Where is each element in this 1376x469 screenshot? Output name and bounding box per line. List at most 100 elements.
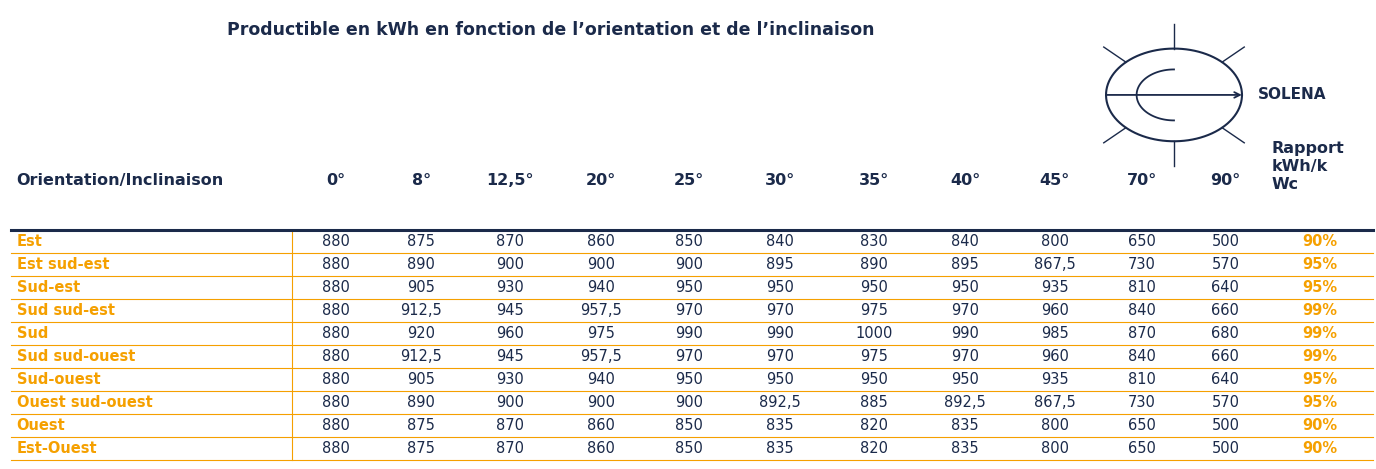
Text: 950: 950: [860, 372, 888, 386]
Text: 950: 950: [860, 280, 888, 295]
Text: Sud sud-ouest: Sud sud-ouest: [17, 349, 135, 363]
Text: 640: 640: [1211, 372, 1240, 386]
Text: 970: 970: [951, 349, 980, 363]
Text: 880: 880: [322, 234, 350, 249]
Text: 810: 810: [1128, 372, 1156, 386]
Text: 880: 880: [322, 257, 350, 272]
Text: 45°: 45°: [1039, 173, 1069, 188]
Text: 99%: 99%: [1303, 303, 1337, 318]
Text: 870: 870: [497, 418, 524, 432]
Text: 957,5: 957,5: [581, 349, 622, 363]
Text: Ouest sud-ouest: Ouest sud-ouest: [17, 395, 153, 409]
Text: 12,5°: 12,5°: [486, 173, 534, 188]
Text: 840: 840: [1128, 349, 1156, 363]
Text: 95%: 95%: [1303, 280, 1337, 295]
Text: 912,5: 912,5: [400, 349, 442, 363]
Text: 970: 970: [951, 303, 980, 318]
Text: 880: 880: [322, 441, 350, 455]
Text: 950: 950: [766, 280, 794, 295]
Text: 90%: 90%: [1303, 418, 1337, 432]
Text: 95%: 95%: [1303, 395, 1337, 409]
Text: 800: 800: [1040, 441, 1069, 455]
Text: 835: 835: [766, 418, 794, 432]
Text: 900: 900: [588, 395, 615, 409]
Text: 957,5: 957,5: [581, 303, 622, 318]
Text: 900: 900: [588, 257, 615, 272]
Text: 840: 840: [951, 234, 980, 249]
Text: 650: 650: [1128, 441, 1156, 455]
Text: 570: 570: [1211, 257, 1240, 272]
Text: Sud-est: Sud-est: [17, 280, 80, 295]
Text: 892,5: 892,5: [944, 395, 987, 409]
Text: 895: 895: [766, 257, 794, 272]
Text: 880: 880: [322, 349, 350, 363]
Text: 950: 950: [676, 372, 703, 386]
Text: Sud-ouest: Sud-ouest: [17, 372, 100, 386]
Text: 975: 975: [860, 303, 888, 318]
Text: 99%: 99%: [1303, 326, 1337, 340]
Text: 880: 880: [322, 418, 350, 432]
Text: 960: 960: [1040, 349, 1069, 363]
Text: Ouest: Ouest: [17, 418, 65, 432]
Text: 650: 650: [1128, 234, 1156, 249]
Text: 730: 730: [1128, 257, 1156, 272]
Text: 840: 840: [1128, 303, 1156, 318]
Text: 95%: 95%: [1303, 257, 1337, 272]
Text: 885: 885: [860, 395, 888, 409]
Text: 892,5: 892,5: [760, 395, 801, 409]
Text: 570: 570: [1211, 395, 1240, 409]
Text: 890: 890: [407, 395, 435, 409]
Text: 970: 970: [676, 303, 703, 318]
Text: 0°: 0°: [326, 173, 345, 188]
Text: 820: 820: [860, 418, 888, 432]
Text: 860: 860: [588, 441, 615, 455]
Text: 945: 945: [497, 349, 524, 363]
Text: 880: 880: [322, 372, 350, 386]
Text: Orientation/Inclinaison: Orientation/Inclinaison: [17, 173, 224, 188]
Text: Rapport
kWh/k
Wc: Rapport kWh/k Wc: [1271, 141, 1344, 192]
Text: 660: 660: [1211, 349, 1240, 363]
Text: 90%: 90%: [1303, 441, 1337, 455]
Text: 875: 875: [407, 234, 435, 249]
Text: 912,5: 912,5: [400, 303, 442, 318]
Text: 970: 970: [676, 349, 703, 363]
Text: 840: 840: [766, 234, 794, 249]
Text: 650: 650: [1128, 418, 1156, 432]
Text: 950: 950: [951, 280, 980, 295]
Text: 830: 830: [860, 234, 888, 249]
Text: 905: 905: [407, 280, 435, 295]
Text: 880: 880: [322, 303, 350, 318]
Text: SOLENA: SOLENA: [1258, 87, 1326, 102]
Text: 960: 960: [497, 326, 524, 340]
Text: 40°: 40°: [949, 173, 980, 188]
Text: 500: 500: [1211, 441, 1240, 455]
Text: 970: 970: [766, 303, 794, 318]
Text: 90°: 90°: [1211, 173, 1241, 188]
Text: 935: 935: [1040, 372, 1069, 386]
Text: 810: 810: [1128, 280, 1156, 295]
Text: 860: 860: [588, 234, 615, 249]
Text: 950: 950: [766, 372, 794, 386]
Text: 990: 990: [766, 326, 794, 340]
Text: 875: 875: [407, 441, 435, 455]
Text: 835: 835: [766, 441, 794, 455]
Text: 880: 880: [322, 280, 350, 295]
Text: 867,5: 867,5: [1033, 257, 1076, 272]
Text: Productible en kWh en fonction de l’orientation et de l’inclinaison: Productible en kWh en fonction de l’orie…: [227, 21, 874, 39]
Text: 900: 900: [676, 395, 703, 409]
Text: 940: 940: [588, 372, 615, 386]
Text: 875: 875: [407, 418, 435, 432]
Text: 500: 500: [1211, 234, 1240, 249]
Text: 850: 850: [676, 234, 703, 249]
Text: 900: 900: [497, 257, 524, 272]
Text: Sud sud-est: Sud sud-est: [17, 303, 114, 318]
Text: 950: 950: [951, 372, 980, 386]
Text: Est-Ouest: Est-Ouest: [17, 441, 98, 455]
Text: 95%: 95%: [1303, 372, 1337, 386]
Text: 35°: 35°: [859, 173, 889, 188]
Text: 950: 950: [676, 280, 703, 295]
Text: 935: 935: [1040, 280, 1069, 295]
Text: 800: 800: [1040, 234, 1069, 249]
Text: 870: 870: [497, 441, 524, 455]
Text: 500: 500: [1211, 418, 1240, 432]
